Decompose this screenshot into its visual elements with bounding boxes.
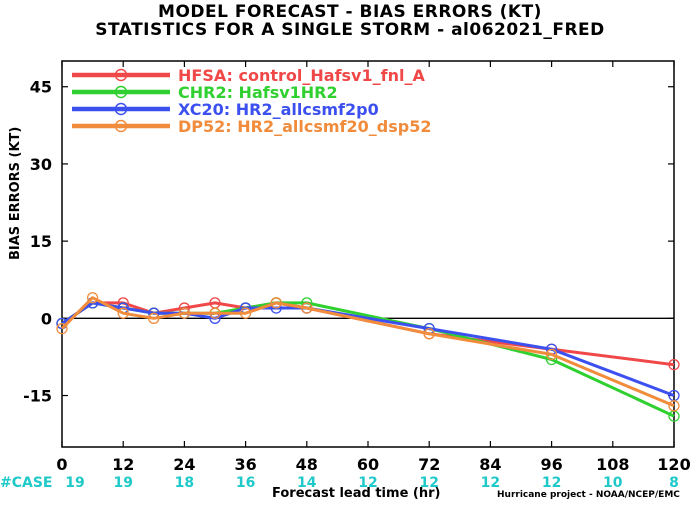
x-tick-label: 36 [234, 455, 256, 474]
legend-label-hfsa: HFSA: control_Hafsv1_fnl_A [178, 66, 425, 85]
y-tick-label: -15 [23, 387, 52, 406]
data-point-dp52 [423, 328, 435, 340]
y-tick-label: 30 [30, 155, 52, 174]
legend-marker-xc20 [114, 102, 128, 116]
case-count: 12 [358, 475, 377, 491]
legend-marker-chr2 [114, 85, 128, 99]
data-point-dp52 [86, 292, 99, 304]
y-tick-label: 15 [30, 232, 52, 251]
case-count: 16 [236, 475, 255, 491]
x-tick-label: 108 [596, 455, 629, 474]
case-count: 18 [175, 475, 194, 491]
x-axis-label: Forecast lead time (hr) [272, 486, 441, 501]
x-tick-label: 96 [540, 455, 562, 474]
x-tick-label: 48 [296, 455, 318, 474]
data-point-dp52 [117, 307, 129, 319]
data-point-dp52 [148, 312, 160, 324]
case-count: 19 [65, 475, 84, 491]
x-tick-label: 12 [112, 455, 134, 474]
chart-title: MODEL FORECAST - BIAS ERRORS (KT) [158, 2, 542, 22]
case-label: #CASE [0, 475, 53, 491]
case-count: 12 [419, 475, 438, 491]
x-tick-label: 84 [479, 455, 501, 474]
data-point-dp52 [270, 297, 282, 309]
case-count: 10 [603, 475, 623, 491]
case-count: 8 [669, 475, 679, 491]
legend-marker-dp52 [114, 119, 128, 133]
y-tick-label: 45 [30, 78, 52, 97]
legend-marker-hfsa [114, 68, 128, 82]
x-tick-label: 0 [56, 455, 67, 474]
data-point-dp52 [239, 307, 252, 319]
data-point-dp52 [178, 307, 191, 319]
case-count: 12 [481, 475, 500, 491]
x-tick-label: 120 [657, 455, 690, 474]
data-point-dp52 [668, 400, 680, 412]
credit-text: Hurricane project - NOAA/NCEP/EMC [497, 490, 680, 500]
legend-label-dp52: DP52: HR2_allcsmf20_dsp52 [178, 117, 431, 136]
case-count: 19 [113, 475, 132, 491]
x-tick-label: 60 [357, 455, 379, 474]
series-line-dp52 [60, 296, 675, 408]
data-point-dp52 [209, 307, 221, 319]
data-point-dp52 [545, 348, 558, 361]
chart-subtitle: STATISTICS FOR A SINGLE STORM - al062021… [95, 20, 605, 40]
case-count: 14 [297, 475, 317, 491]
case-count: 12 [542, 475, 561, 491]
legend-label-xc20: XC20: HR2_allcsmf2p0 [178, 100, 379, 119]
y-tick-label: 0 [41, 309, 52, 328]
data-point-dp52 [56, 322, 68, 335]
x-tick-label: 24 [173, 455, 195, 474]
data-point-dp52 [301, 302, 313, 314]
x-tick-label: 72 [418, 455, 440, 474]
legend-label-chr2: CHR2: Hafsv1HR2 [178, 83, 338, 102]
data-point-hfsa [668, 359, 680, 371]
